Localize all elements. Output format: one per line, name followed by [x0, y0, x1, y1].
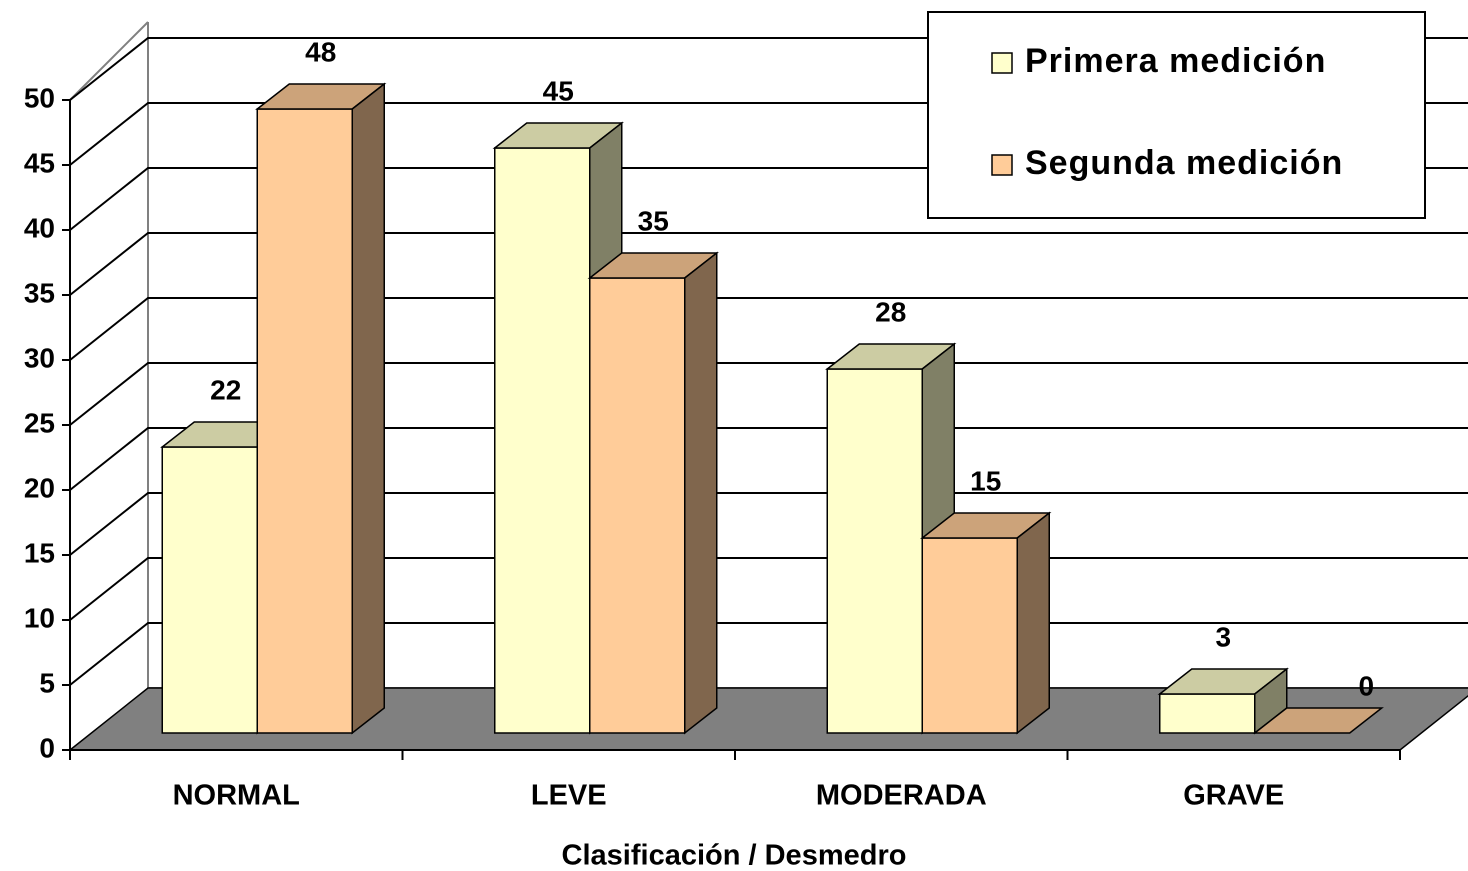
grid-line — [69, 492, 1468, 556]
legend-box — [927, 11, 1426, 219]
x-axis-title: Clasificación / Desmedro — [562, 840, 907, 871]
bar — [255, 82, 387, 735]
y-tick-label: 5 — [39, 667, 55, 698]
bar-front — [161, 446, 258, 734]
x-tick-label: GRAVE — [1183, 780, 1284, 812]
left-wall-edge — [69, 21, 149, 101]
y-tick-label: 45 — [24, 147, 55, 178]
value-label: 3 — [1215, 621, 1231, 652]
grid-line — [69, 427, 1468, 491]
legend-swatch — [991, 154, 1013, 176]
y-tick-label: 0 — [39, 732, 55, 763]
bar — [1252, 707, 1384, 734]
y-tick-label: 25 — [24, 407, 55, 438]
bar-front — [921, 537, 1018, 734]
grid-line — [69, 297, 1468, 361]
bar-side — [684, 251, 718, 735]
value-label: 22 — [210, 374, 241, 405]
y-tick-label: 20 — [24, 472, 55, 503]
y-tick-label: 50 — [24, 82, 55, 113]
y-tick-label: 40 — [24, 212, 55, 243]
y-tick-label: 10 — [24, 602, 55, 633]
value-label: 0 — [1358, 670, 1374, 701]
y-tick-label: 15 — [24, 537, 55, 568]
y-tick-label: 35 — [24, 277, 55, 308]
x-tick-label: NORMAL — [173, 780, 300, 812]
bar — [920, 511, 1052, 735]
y-tick-label: 30 — [24, 342, 55, 373]
bar-front — [826, 368, 923, 734]
value-label: 28 — [875, 296, 906, 327]
legend-label: Segunda medición — [1025, 144, 1343, 182]
bar-front — [1159, 693, 1256, 734]
bar-side — [1016, 511, 1050, 735]
x-tick-label: MODERADA — [816, 780, 987, 812]
grid-line — [69, 362, 1468, 426]
value-label: 15 — [970, 465, 1001, 496]
bar-front — [256, 108, 353, 734]
bar-front — [589, 277, 686, 734]
legend: Primera medición Segunda medición — [927, 11, 1426, 219]
bar-top — [1252, 707, 1384, 734]
value-label: 48 — [305, 36, 336, 67]
bar — [587, 251, 719, 735]
value-label: 45 — [543, 75, 574, 106]
x-tick-label: LEVE — [531, 780, 607, 812]
legend-label: Primera medición — [1025, 42, 1326, 80]
grid-line — [69, 232, 1468, 296]
legend-swatch — [991, 52, 1013, 74]
bar-side — [351, 82, 385, 735]
value-label: 35 — [638, 205, 669, 236]
bar-front — [494, 147, 591, 734]
